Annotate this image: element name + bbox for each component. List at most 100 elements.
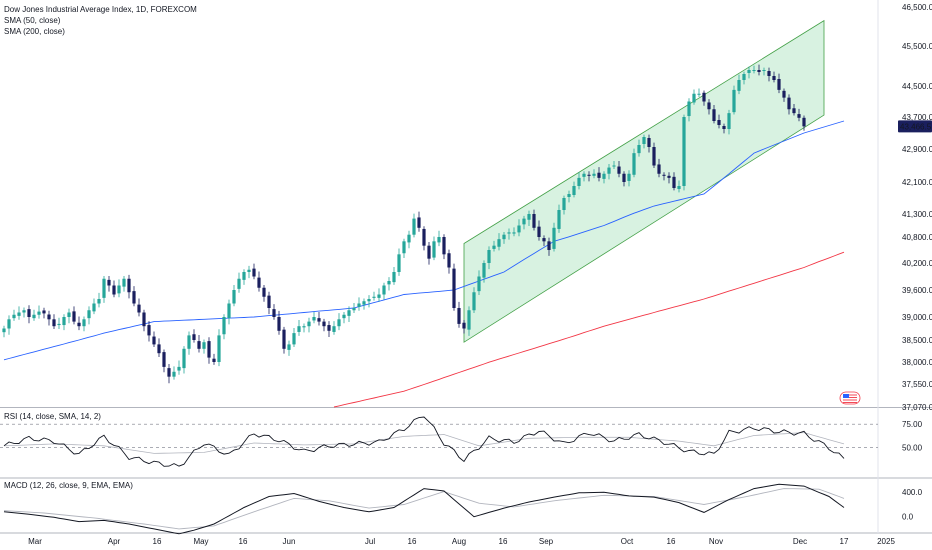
candle-body[interactable] xyxy=(572,186,576,195)
candle-body[interactable] xyxy=(367,299,371,302)
candle-body[interactable] xyxy=(737,80,741,91)
candle-body[interactable] xyxy=(52,319,56,327)
candle-body[interactable] xyxy=(172,371,176,377)
candle-body[interactable] xyxy=(782,90,786,98)
candle-body[interactable] xyxy=(267,295,271,308)
candle-body[interactable] xyxy=(777,79,781,90)
candle-body[interactable] xyxy=(472,292,476,311)
candle-body[interactable] xyxy=(37,311,41,315)
candle-body[interactable] xyxy=(302,326,306,328)
candle-body[interactable] xyxy=(12,314,16,319)
candle-body[interactable] xyxy=(352,308,356,311)
candle-body[interactable] xyxy=(177,366,181,371)
candle-body[interactable] xyxy=(577,177,581,186)
candle-body[interactable] xyxy=(762,70,766,71)
candle-body[interactable] xyxy=(492,245,496,249)
candle-body[interactable] xyxy=(392,272,396,283)
candle-body[interactable] xyxy=(227,303,231,319)
candle-body[interactable] xyxy=(32,314,36,319)
candle-body[interactable] xyxy=(727,113,731,129)
candle-body[interactable] xyxy=(552,227,556,249)
candle-body[interactable] xyxy=(567,194,571,197)
candle-body[interactable] xyxy=(417,217,421,228)
candle-body[interactable] xyxy=(287,344,291,350)
candle-body[interactable] xyxy=(702,92,706,102)
candle-body[interactable] xyxy=(612,165,616,167)
candle-body[interactable] xyxy=(257,277,261,288)
candle-body[interactable] xyxy=(407,234,411,243)
candle-body[interactable] xyxy=(637,145,641,154)
candle-body[interactable] xyxy=(67,312,71,318)
candle-body[interactable] xyxy=(132,291,136,304)
candle-body[interactable] xyxy=(192,334,196,340)
candle-body[interactable] xyxy=(537,226,541,237)
candle-body[interactable] xyxy=(467,310,471,330)
candle-body[interactable] xyxy=(442,237,446,255)
candle-body[interactable] xyxy=(17,312,21,316)
candle-body[interactable] xyxy=(457,308,461,324)
candle-body[interactable] xyxy=(297,326,301,332)
candle-body[interactable] xyxy=(592,173,596,176)
candle-body[interactable] xyxy=(757,70,761,72)
candle-body[interactable] xyxy=(687,101,691,117)
candle-body[interactable] xyxy=(512,232,516,234)
candle-body[interactable] xyxy=(692,93,696,103)
candle-body[interactable] xyxy=(312,317,316,321)
candle-body[interactable] xyxy=(752,70,756,71)
candle-body[interactable] xyxy=(542,238,546,242)
candle-body[interactable] xyxy=(347,310,351,316)
candle-body[interactable] xyxy=(802,117,806,127)
candle-body[interactable] xyxy=(377,294,381,298)
candle-body[interactable] xyxy=(787,97,791,110)
candle-body[interactable] xyxy=(147,325,151,336)
candle-body[interactable] xyxy=(42,310,46,314)
candle-body[interactable] xyxy=(2,328,6,333)
candle-body[interactable] xyxy=(677,186,681,189)
candle-body[interactable] xyxy=(142,312,146,327)
candle-body[interactable] xyxy=(722,126,726,129)
candle-body[interactable] xyxy=(557,210,561,229)
candle-body[interactable] xyxy=(157,344,161,354)
candle-body[interactable] xyxy=(607,167,611,174)
candle-body[interactable] xyxy=(462,322,466,329)
candle-body[interactable] xyxy=(422,228,426,246)
candle-body[interactable] xyxy=(167,368,171,377)
candle-body[interactable] xyxy=(562,198,566,210)
candle-body[interactable] xyxy=(717,120,721,125)
candle-body[interactable] xyxy=(622,173,626,182)
candle-body[interactable] xyxy=(642,137,646,144)
candle-body[interactable] xyxy=(767,71,771,76)
candle-body[interactable] xyxy=(527,214,531,220)
candle-body[interactable] xyxy=(82,319,86,327)
candle-body[interactable] xyxy=(452,268,456,308)
candle-body[interactable] xyxy=(357,303,361,307)
candle-body[interactable] xyxy=(412,218,416,235)
candle-body[interactable] xyxy=(712,109,716,121)
candle-body[interactable] xyxy=(382,285,386,295)
candle-body[interactable] xyxy=(102,278,106,298)
candle-body[interactable] xyxy=(632,153,636,175)
candle-body[interactable] xyxy=(77,322,81,327)
candle-body[interactable] xyxy=(582,173,586,177)
candle-body[interactable] xyxy=(182,348,186,369)
candle-body[interactable] xyxy=(597,172,601,178)
candle-body[interactable] xyxy=(322,321,326,327)
candle-body[interactable] xyxy=(202,342,206,349)
candle-body[interactable] xyxy=(587,174,591,176)
candle-body[interactable] xyxy=(22,310,26,313)
candle-body[interactable] xyxy=(792,108,796,114)
candle-body[interactable] xyxy=(97,299,101,304)
candle-body[interactable] xyxy=(672,176,676,188)
candle-body[interactable] xyxy=(627,173,631,181)
candle-body[interactable] xyxy=(497,239,501,247)
candle-body[interactable] xyxy=(222,317,226,335)
candle-body[interactable] xyxy=(747,70,751,73)
candle-body[interactable] xyxy=(117,285,121,294)
candle-body[interactable] xyxy=(427,245,431,259)
candle-body[interactable] xyxy=(127,278,131,293)
candle-body[interactable] xyxy=(437,237,441,243)
candle-body[interactable] xyxy=(57,323,61,326)
candle-body[interactable] xyxy=(647,138,651,147)
candle-body[interactable] xyxy=(197,341,201,349)
